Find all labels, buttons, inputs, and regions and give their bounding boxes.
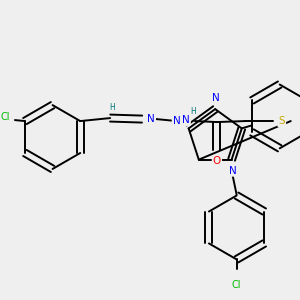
Text: N: N xyxy=(147,114,155,124)
Text: N: N xyxy=(173,116,181,126)
Text: N: N xyxy=(182,115,190,125)
Text: S: S xyxy=(278,116,285,126)
Text: H: H xyxy=(109,103,115,112)
Text: H: H xyxy=(190,106,196,116)
Text: Cl: Cl xyxy=(0,112,10,122)
Text: Cl: Cl xyxy=(232,280,242,290)
Text: N: N xyxy=(229,166,236,176)
Text: O: O xyxy=(213,156,221,166)
Text: N: N xyxy=(212,93,220,103)
